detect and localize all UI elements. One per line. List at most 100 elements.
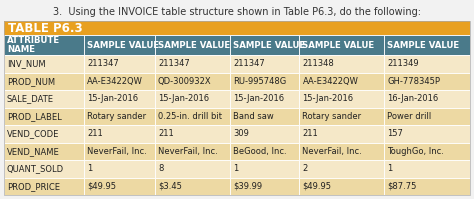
Text: INV_NUM: INV_NUM [7,59,46,68]
Text: SALE_DATE: SALE_DATE [7,94,54,103]
Bar [230,160,300,178]
Bar [84,178,155,195]
Text: $49.95: $49.95 [302,182,331,191]
Text: NeverFail, Inc.: NeverFail, Inc. [87,147,147,156]
Bar [230,55,300,72]
Bar [4,125,84,142]
Text: 16-Jan-2016: 16-Jan-2016 [387,94,438,103]
Bar [300,90,384,107]
Bar [300,72,384,90]
Text: 211347: 211347 [87,59,119,68]
Bar [230,178,300,195]
Text: 211: 211 [302,129,318,138]
Bar [230,90,300,107]
Bar [384,35,470,55]
Text: AA-E3422QW: AA-E3422QW [302,77,358,86]
Bar [300,142,384,160]
Bar [384,160,470,178]
Text: 157: 157 [387,129,403,138]
Text: Power drill: Power drill [387,112,431,121]
Text: Rotary sander: Rotary sander [87,112,146,121]
Bar [300,160,384,178]
Bar [384,72,470,90]
Text: SAMPLE VALUE: SAMPLE VALUE [234,41,306,50]
Text: 1: 1 [387,164,392,173]
Bar [155,35,230,55]
Text: TABLE P6.3: TABLE P6.3 [8,21,82,34]
Bar [384,142,470,160]
Text: ToughGo, Inc.: ToughGo, Inc. [387,147,444,156]
Text: 211348: 211348 [302,59,334,68]
Bar [84,160,155,178]
Bar [84,142,155,160]
Text: VEND_NAME: VEND_NAME [7,147,60,156]
Bar [155,178,230,195]
Bar [300,107,384,125]
Text: QUANT_SOLD: QUANT_SOLD [7,164,64,173]
Text: Rotary sander: Rotary sander [302,112,362,121]
Text: 211: 211 [87,129,103,138]
Text: 15-Jan-2016: 15-Jan-2016 [158,94,209,103]
Bar [155,160,230,178]
Bar [230,72,300,90]
Bar [300,125,384,142]
Text: SAMPLE VALUE: SAMPLE VALUE [87,41,159,50]
Text: SAMPLE VALUE: SAMPLE VALUE [302,41,374,50]
Bar [155,55,230,72]
Bar [155,72,230,90]
Text: $3.45: $3.45 [158,182,182,191]
Text: RU-995748G: RU-995748G [234,77,287,86]
Text: 211347: 211347 [234,59,265,68]
Bar [155,125,230,142]
Text: 309: 309 [234,129,249,138]
Bar [300,178,384,195]
Bar [384,90,470,107]
Text: 8: 8 [158,164,164,173]
Text: AA-E3422QW: AA-E3422QW [87,77,143,86]
Text: PROD_PRICE: PROD_PRICE [7,182,60,191]
Bar [384,107,470,125]
Text: PROD_LABEL: PROD_LABEL [7,112,62,121]
Text: BeGood, Inc.: BeGood, Inc. [234,147,287,156]
Bar [4,160,84,178]
Bar [230,125,300,142]
Bar [230,142,300,160]
Bar [84,90,155,107]
Text: 1: 1 [87,164,92,173]
Bar [155,142,230,160]
Text: $87.75: $87.75 [387,182,417,191]
Bar [84,107,155,125]
Text: $49.95: $49.95 [87,182,116,191]
Bar [230,107,300,125]
Text: SAMPLE VALUE: SAMPLE VALUE [387,41,459,50]
Text: SAMPLE VALUE: SAMPLE VALUE [158,41,230,50]
Text: 211347: 211347 [158,59,190,68]
Text: $39.99: $39.99 [234,182,263,191]
Bar [300,35,384,55]
Bar [384,55,470,72]
Text: ATTRIBUTE
NAME: ATTRIBUTE NAME [7,36,60,54]
Text: 211: 211 [158,129,174,138]
Text: GH-778345P: GH-778345P [387,77,440,86]
Bar [84,35,155,55]
Text: Band saw: Band saw [234,112,274,121]
Bar [4,21,470,195]
Text: 211349: 211349 [387,59,419,68]
Bar [84,125,155,142]
Text: NeverFail, Inc.: NeverFail, Inc. [302,147,362,156]
Bar [4,107,84,125]
Text: 0.25-in. drill bit: 0.25-in. drill bit [158,112,222,121]
Bar [4,178,84,195]
Text: 15-Jan-2016: 15-Jan-2016 [234,94,284,103]
Bar [4,72,84,90]
Text: QD-300932X: QD-300932X [158,77,211,86]
Bar [155,90,230,107]
Text: VEND_CODE: VEND_CODE [7,129,59,138]
Text: NeverFail, Inc.: NeverFail, Inc. [158,147,218,156]
Bar [384,178,470,195]
Text: 3.  Using the INVOICE table structure shown in Table P6.3, do the following:: 3. Using the INVOICE table structure sho… [53,7,421,17]
Text: PROD_NUM: PROD_NUM [7,77,55,86]
Bar [84,55,155,72]
Text: 15-Jan-2016: 15-Jan-2016 [87,94,138,103]
Bar [384,125,470,142]
